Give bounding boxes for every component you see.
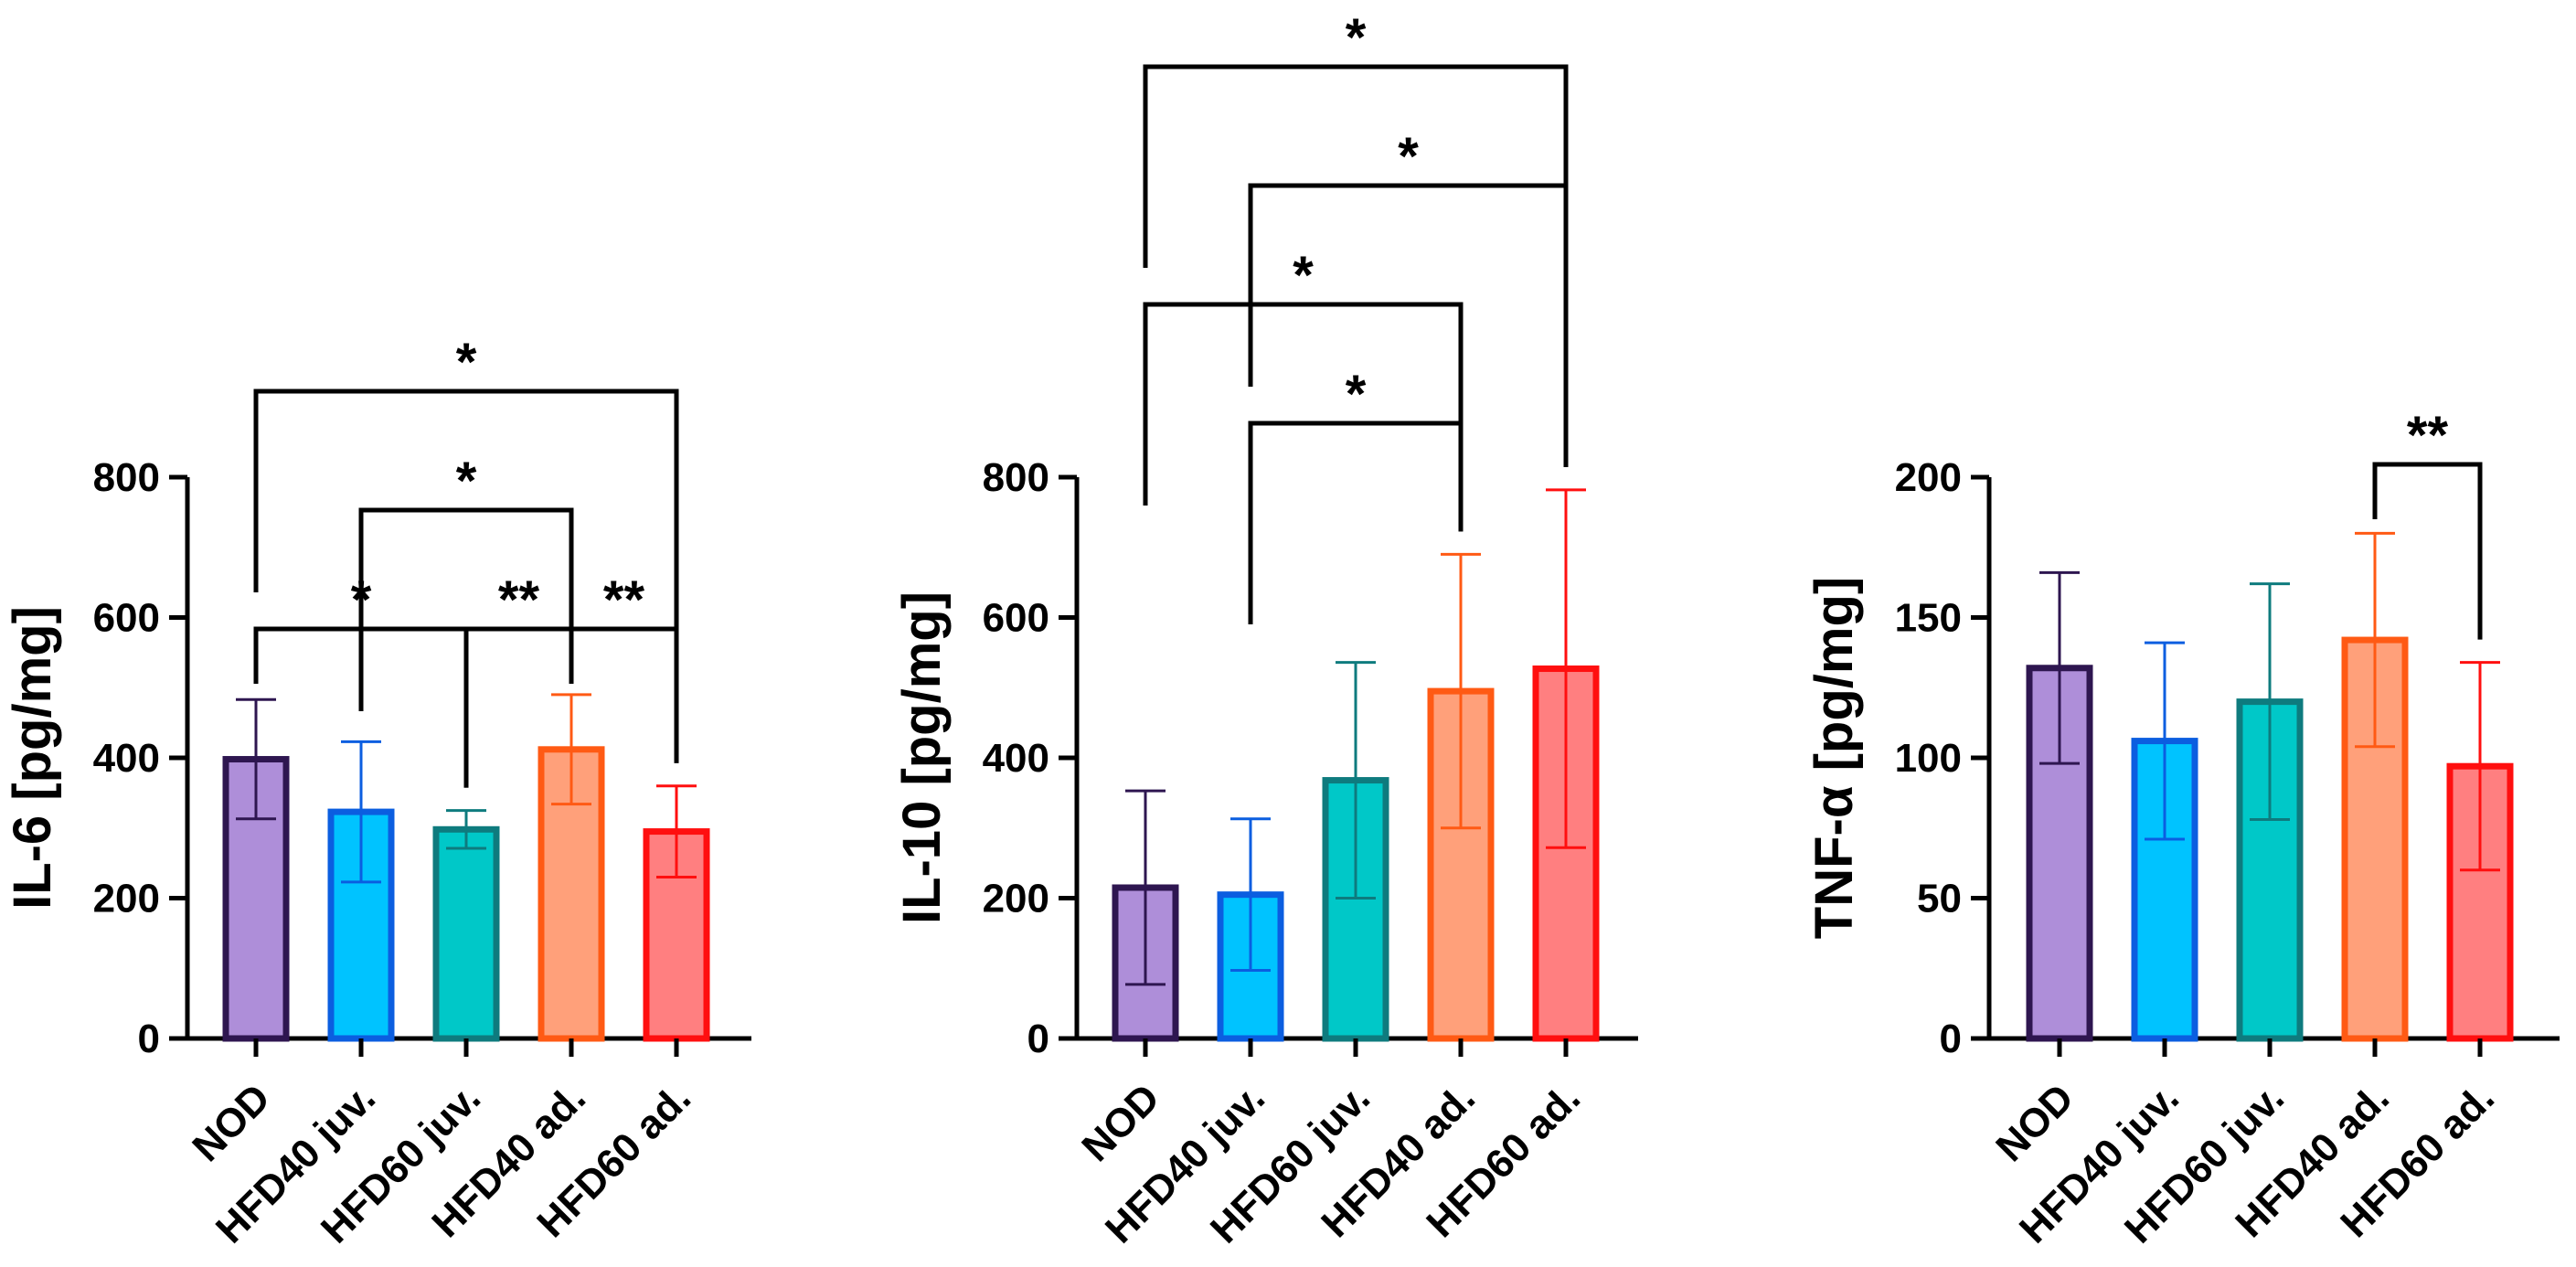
bar — [432, 825, 500, 1042]
y-tick-label: 0 — [1940, 1017, 1962, 1061]
significance-bracket — [1143, 302, 1464, 532]
significance-label: * — [456, 452, 477, 511]
y-tick-label: 400 — [983, 736, 1049, 781]
y-tick-label: 800 — [983, 455, 1049, 500]
y-tick-label: 200 — [93, 877, 160, 921]
y-tick-label: 0 — [138, 1017, 160, 1061]
significance-label: * — [1346, 8, 1367, 68]
y-tick-label: 200 — [983, 877, 1049, 921]
significance-bracket — [253, 389, 679, 763]
y-axis-title: TNF-α [pg/mg] — [1804, 577, 1864, 939]
significance-label: * — [351, 570, 372, 630]
significance-bracket — [358, 507, 574, 711]
significance-label: ** — [498, 570, 540, 630]
significance-label: * — [456, 333, 477, 392]
y-tick-label: 800 — [93, 455, 160, 500]
significance-label: * — [1346, 365, 1367, 424]
significance-bracket — [569, 626, 679, 763]
y-tick-label: 100 — [1895, 736, 1962, 781]
y-tick-label: 50 — [1917, 877, 1962, 921]
y-axis-title: IL-10 [pg/mg] — [892, 591, 952, 924]
x-tick-label: NOD — [1987, 1075, 2082, 1170]
y-axis-title: IL-6 [pg/mg] — [3, 606, 62, 910]
y-tick-label: 600 — [983, 596, 1049, 641]
significance-label: * — [1398, 127, 1419, 186]
y-tick-label: 150 — [1895, 596, 1962, 641]
x-tick-label: NOD — [1073, 1075, 1168, 1170]
y-tick-label: 400 — [93, 736, 160, 781]
significance-label: ** — [603, 570, 645, 630]
significance-bracket — [1248, 183, 1569, 467]
significance-label: ** — [2407, 406, 2449, 465]
significance-bracket — [1248, 421, 1464, 624]
x-tick-label: NOD — [184, 1075, 279, 1170]
y-tick-label: 200 — [1895, 455, 1962, 500]
y-tick-label: 0 — [1027, 1017, 1049, 1061]
significance-label: * — [1293, 246, 1314, 305]
significance-bracket — [2372, 462, 2483, 640]
y-tick-label: 600 — [93, 596, 160, 641]
